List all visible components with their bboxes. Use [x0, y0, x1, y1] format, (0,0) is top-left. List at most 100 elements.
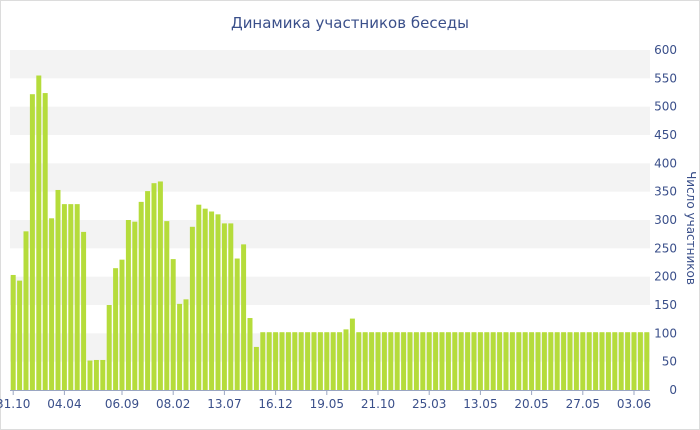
bar: [388, 332, 394, 390]
bar: [279, 332, 285, 390]
y-tick-label: 150: [654, 298, 677, 312]
grid-bands: [10, 50, 650, 362]
x-tick-label: 31.10: [0, 397, 30, 411]
y-tick-label: 250: [654, 241, 677, 255]
y-axis-ticks: 0 50 100 150 200 250 300 350 400 450 500 550 600: [654, 43, 677, 397]
x-tick-label: 13.05: [463, 397, 497, 411]
bar: [317, 332, 323, 390]
grid-band: [10, 276, 650, 305]
grid-band: [10, 220, 650, 249]
bar: [151, 183, 157, 390]
bar: [106, 305, 112, 390]
bar: [145, 191, 151, 390]
bar: [298, 332, 304, 390]
bar: [522, 332, 528, 390]
bar: [407, 332, 413, 390]
y-tick-label: 600: [654, 43, 677, 57]
x-tick-label: 16.12: [258, 397, 292, 411]
bar: [119, 259, 125, 390]
grid-band: [10, 333, 650, 362]
bar: [311, 332, 317, 390]
bar: [266, 332, 272, 390]
bar: [612, 332, 618, 390]
bar: [439, 332, 445, 390]
bar: [74, 204, 80, 390]
bar: [183, 299, 189, 390]
chart-title: Динамика участников беседы: [231, 14, 469, 32]
bar: [465, 332, 471, 390]
bar: [55, 189, 61, 390]
bar: [452, 332, 458, 390]
bar: [362, 332, 368, 390]
bar: [509, 332, 515, 390]
bar: [529, 332, 535, 390]
bar: [471, 332, 477, 390]
bar: [234, 258, 240, 390]
bar: [401, 332, 407, 390]
bar: [36, 75, 42, 390]
bar: [503, 332, 509, 390]
bar: [100, 359, 106, 390]
bar: [426, 332, 432, 390]
bar: [170, 259, 176, 390]
bar: [285, 332, 291, 390]
bar: [631, 332, 637, 390]
bar: [113, 268, 119, 390]
bar: [586, 332, 592, 390]
bar: [413, 332, 419, 390]
bar: [337, 332, 343, 390]
bar: [202, 208, 208, 390]
bar: [625, 332, 631, 390]
bar: [567, 332, 573, 390]
bar: [305, 332, 311, 390]
bar: [433, 332, 439, 390]
bar: [369, 332, 375, 390]
bar: [477, 332, 483, 390]
bar: [215, 214, 221, 390]
bar: [125, 220, 131, 390]
bar: [516, 332, 522, 390]
x-tick-label: 25.03: [412, 397, 446, 411]
bar: [381, 332, 387, 390]
bar: [81, 231, 87, 390]
y-axis-label: Число участников: [684, 171, 698, 285]
y-tick-label: 350: [654, 185, 677, 199]
bar: [221, 223, 227, 390]
bar: [605, 332, 611, 390]
bar: [42, 93, 48, 390]
x-tick-label: 13.07: [207, 397, 241, 411]
bar: [541, 332, 547, 390]
bar: [196, 204, 202, 390]
bar: [375, 332, 381, 390]
x-tick-label: 27.05: [566, 397, 600, 411]
bar: [177, 303, 183, 390]
bar: [343, 329, 349, 390]
x-tick-label: 03.06: [617, 397, 651, 411]
bar: [324, 332, 330, 390]
bar: [189, 226, 195, 390]
bar: [573, 332, 579, 390]
bar: [138, 201, 144, 390]
bar: [292, 332, 298, 390]
bar: [548, 332, 554, 390]
x-tick-label: 08.02: [156, 397, 190, 411]
bar: [253, 346, 259, 390]
x-tick-label: 20.05: [514, 397, 548, 411]
y-tick-label: 450: [654, 128, 677, 142]
bar: [356, 332, 362, 390]
y-tick-label: 0: [669, 383, 677, 397]
bar: [445, 332, 451, 390]
bar: [260, 332, 266, 390]
grid-band: [10, 50, 650, 79]
bar: [87, 360, 93, 390]
bar: [17, 280, 23, 390]
bar: [23, 231, 29, 390]
x-tick-label: 04.04: [47, 397, 81, 411]
bar: [349, 318, 355, 390]
bar: [580, 332, 586, 390]
y-tick-label: 200: [654, 270, 677, 284]
bar: [330, 332, 336, 390]
y-tick-label: 100: [654, 326, 677, 340]
bar: [132, 221, 138, 390]
